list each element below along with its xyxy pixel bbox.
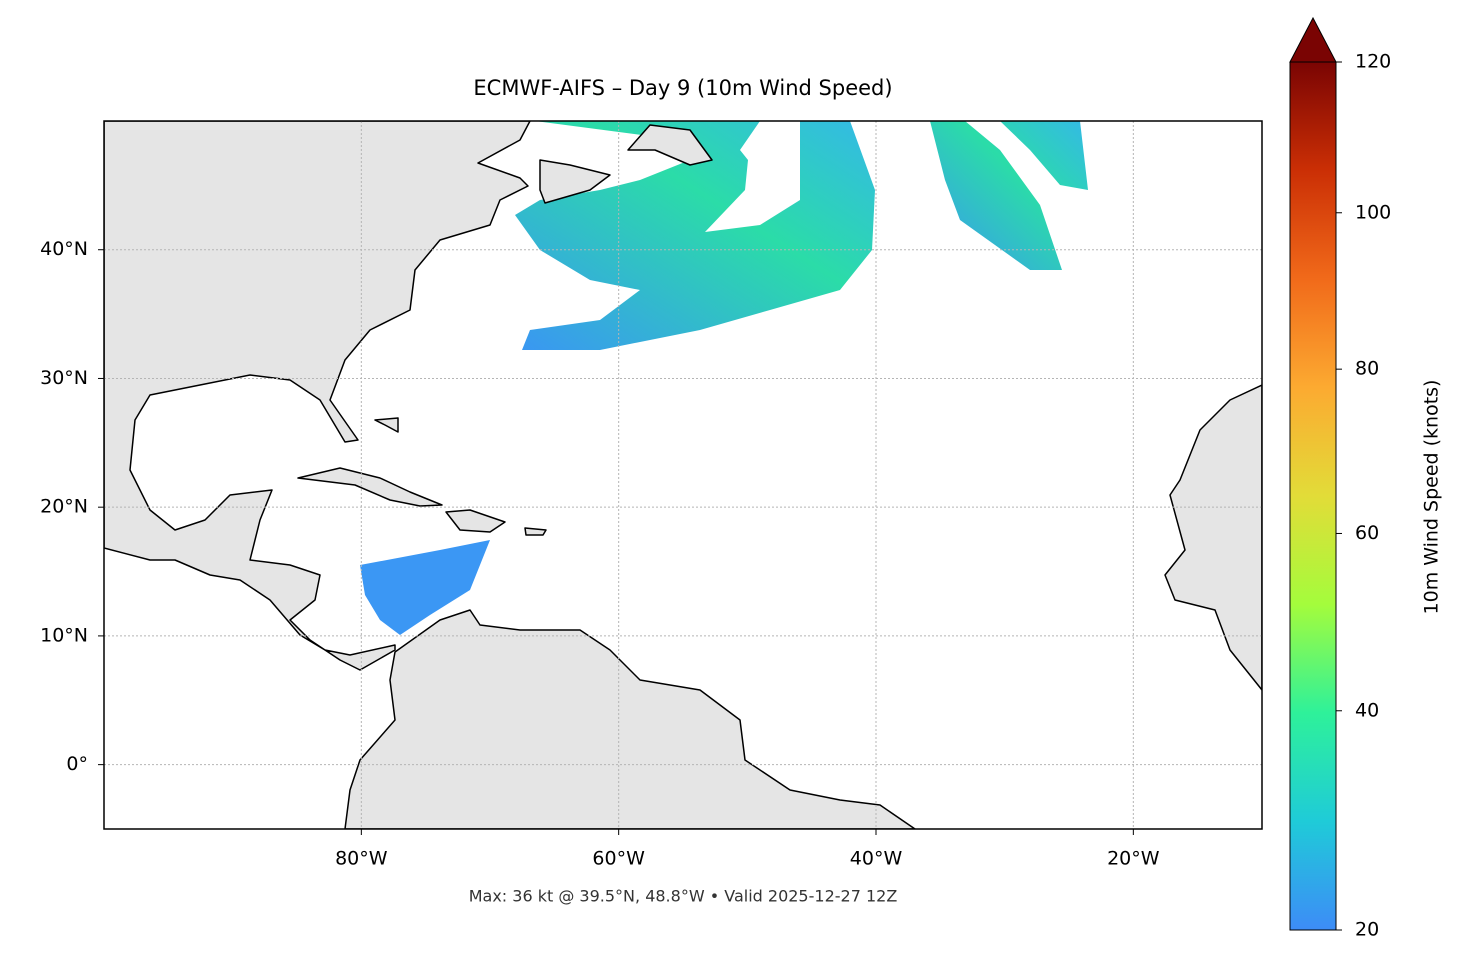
bahamas <box>374 417 399 433</box>
y-tick-label: 0° <box>66 753 88 775</box>
y-tick-label: 40°N <box>40 238 88 260</box>
newfoundland <box>627 124 713 166</box>
chart-title: ECMWF-AIFS – Day 9 (10m Wind Speed) <box>473 76 892 100</box>
y-tick-label: 30°N <box>40 367 88 389</box>
x-tick-label: 60°W <box>592 848 645 870</box>
cuba <box>297 467 443 507</box>
colorbar-tick-label: 40 <box>1355 699 1379 721</box>
wind-field <box>360 540 490 635</box>
wind-gap <box>705 121 800 232</box>
colorbar-tick-label: 120 <box>1355 51 1391 73</box>
footer-note: Max: 36 kt @ 39.5°N, 48.8°W • Valid 2025… <box>469 887 898 906</box>
gridlines <box>104 121 1262 829</box>
x-tick-label: 20°W <box>1107 848 1160 870</box>
x-tick-label: 80°W <box>335 848 388 870</box>
colorbar-extend <box>1289 16 1337 63</box>
north-america <box>104 121 531 671</box>
map-frame <box>103 120 1263 830</box>
x-tick-label: 40°W <box>850 848 903 870</box>
hispaniola <box>445 509 506 533</box>
map <box>104 121 1262 829</box>
y-tick-label: 20°N <box>40 496 88 518</box>
colorbar-tick-label: 80 <box>1355 358 1379 380</box>
africa <box>1164 384 1262 691</box>
nova-scotia <box>539 159 611 204</box>
colorbar-label: 10m Wind Speed (knots) <box>1421 380 1443 615</box>
puerto-rico <box>524 527 547 536</box>
colorbar <box>1289 61 1337 931</box>
colorbar-tick-label: 20 <box>1355 919 1379 941</box>
wind-field <box>930 121 1088 270</box>
colorbar-tick-label: 100 <box>1355 201 1391 223</box>
south-america <box>344 609 916 829</box>
y-tick-label: 10°N <box>40 624 88 646</box>
colorbar-tick-label: 60 <box>1355 522 1379 544</box>
